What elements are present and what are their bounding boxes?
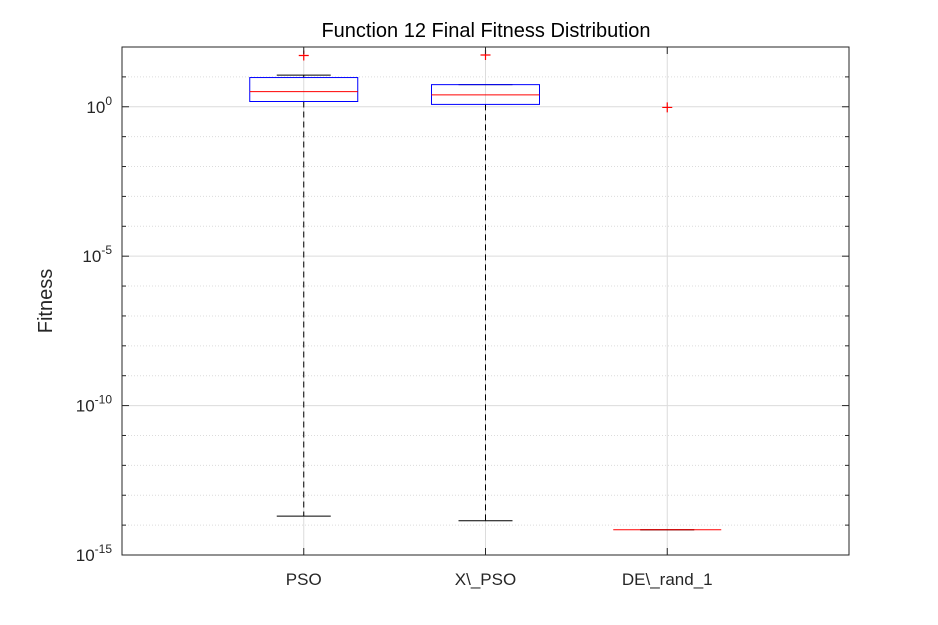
- y-tick-label: 100: [86, 94, 112, 117]
- chart-title: Function 12 Final Fitness Distribution: [321, 20, 650, 42]
- box-series: [249, 49, 722, 531]
- y-tick-label: 10-10: [76, 393, 113, 416]
- x-tick-label: PSO: [286, 570, 322, 589]
- iqr-box: [249, 77, 359, 103]
- x-tick-label: X\_PSO: [455, 570, 516, 589]
- y-axis-label: Fitness: [35, 269, 57, 333]
- outlier-marker: [662, 102, 673, 113]
- y-tick-label: 10-5: [82, 243, 112, 266]
- y-tick-label: 10-15: [76, 542, 113, 565]
- x-tick-label: DE\_rand_1: [622, 570, 713, 589]
